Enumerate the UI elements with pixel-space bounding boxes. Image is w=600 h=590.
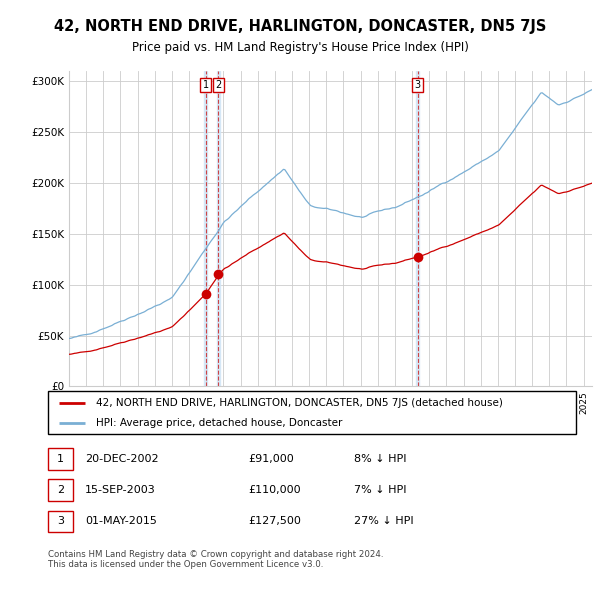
Text: 2: 2 — [57, 485, 64, 495]
FancyBboxPatch shape — [48, 391, 576, 434]
Text: £91,000: £91,000 — [248, 454, 295, 464]
Text: 3: 3 — [57, 516, 64, 526]
Text: 7% ↓ HPI: 7% ↓ HPI — [354, 485, 407, 495]
Bar — [217, 71, 220, 386]
Text: 1: 1 — [202, 80, 209, 90]
Text: 1: 1 — [57, 454, 64, 464]
Text: 15-SEP-2003: 15-SEP-2003 — [85, 485, 156, 495]
Bar — [204, 71, 207, 386]
Text: Contains HM Land Registry data © Crown copyright and database right 2024.
This d: Contains HM Land Registry data © Crown c… — [48, 550, 383, 569]
Text: 42, NORTH END DRIVE, HARLINGTON, DONCASTER, DN5 7JS: 42, NORTH END DRIVE, HARLINGTON, DONCAST… — [54, 19, 546, 34]
Text: HPI: Average price, detached house, Doncaster: HPI: Average price, detached house, Donc… — [95, 418, 342, 428]
Text: 2: 2 — [215, 80, 221, 90]
Text: Price paid vs. HM Land Registry's House Price Index (HPI): Price paid vs. HM Land Registry's House … — [131, 41, 469, 54]
Text: 20-DEC-2002: 20-DEC-2002 — [85, 454, 158, 464]
FancyBboxPatch shape — [48, 480, 73, 501]
Bar — [416, 71, 419, 386]
Text: 27% ↓ HPI: 27% ↓ HPI — [354, 516, 414, 526]
Text: 3: 3 — [415, 80, 421, 90]
FancyBboxPatch shape — [48, 448, 73, 470]
Text: 8% ↓ HPI: 8% ↓ HPI — [354, 454, 407, 464]
Text: £127,500: £127,500 — [248, 516, 302, 526]
Text: 01-MAY-2015: 01-MAY-2015 — [85, 516, 157, 526]
Text: £110,000: £110,000 — [248, 485, 301, 495]
FancyBboxPatch shape — [48, 510, 73, 532]
Text: 42, NORTH END DRIVE, HARLINGTON, DONCASTER, DN5 7JS (detached house): 42, NORTH END DRIVE, HARLINGTON, DONCAST… — [95, 398, 502, 408]
